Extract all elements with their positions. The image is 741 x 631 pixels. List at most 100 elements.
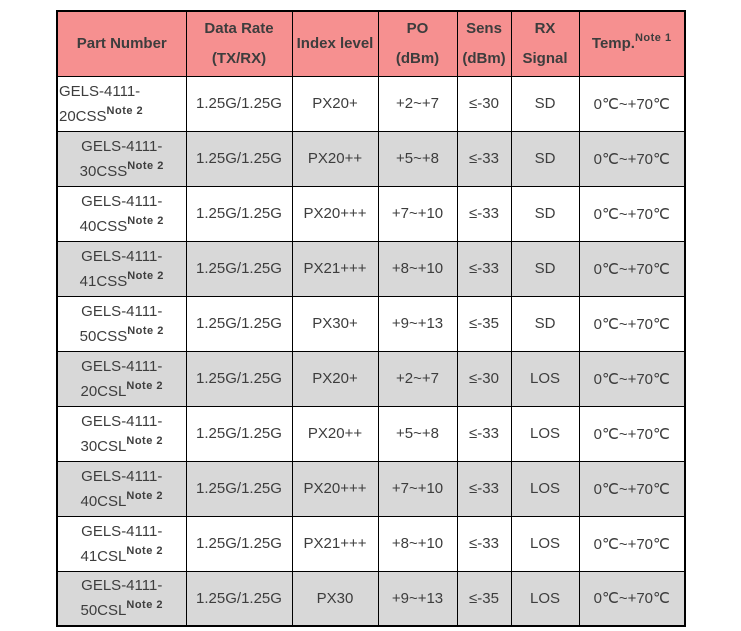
sens-cell: ≤-33 <box>456 240 512 297</box>
rx-signal-cell: SD <box>510 75 580 132</box>
table-row: GELS-4111- 20CSLNote 2 1.25G/1.25G PX20+ +2~… <box>56 350 686 407</box>
table-row: GELS-4111- 50CSSNote 2 1.25G/1.25G PX30+ +9~… <box>56 295 686 352</box>
part-number-line2: 30CSL <box>80 437 127 455</box>
col-header-po-text: (dBm) <box>395 49 440 67</box>
po-cell: +8~+10 <box>377 515 458 572</box>
sens-cell: ≤-33 <box>456 515 512 572</box>
rx-signal-cell: LOS <box>510 460 580 517</box>
part-number-line2: 41CSL <box>80 547 127 565</box>
part-note-superscript: Note 2 <box>126 379 163 392</box>
part-note-superscript: Note 2 <box>127 159 164 172</box>
po-cell: +2~+7 <box>377 75 458 132</box>
table-row: GELS-4111- 40CSSNote 2 1.25G/1.25G PX20+++ +… <box>56 185 686 242</box>
sens-cell: ≤-35 <box>456 295 512 352</box>
part-number-line2: 40CSS <box>79 217 128 235</box>
part-number-cell: GELS-4111- 30CSLNote 2 <box>56 405 187 462</box>
index-level-cell: PX20+++ <box>291 185 379 242</box>
part-number-line1: GELS-4111- <box>81 412 163 430</box>
part-number-line2: 50CSL <box>80 602 127 620</box>
table-row: GELS-4111- 30CSLNote 2 1.25G/1.25G PX20++ +5… <box>56 405 686 462</box>
col-header-temp-text: Temp. <box>591 34 635 52</box>
rx-signal-cell: SD <box>510 130 580 187</box>
part-number-line2: 50CSS <box>79 327 128 345</box>
data-rate-cell: 1.25G/1.25G <box>185 515 293 572</box>
part-number-cell: GELS-4111- 50CSSNote 2 <box>56 295 187 352</box>
col-header-data-rate-text: (TX/RX) <box>211 49 267 67</box>
part-note-superscript: Note 2 <box>126 544 163 557</box>
part-number-cell: GELS-4111- 40CSSNote 2 <box>56 185 187 242</box>
col-header-sens: Sens (dBm) <box>456 10 512 77</box>
rx-signal-cell: LOS <box>510 405 580 462</box>
index-level-cell: PX20++ <box>291 405 379 462</box>
part-note-superscript: Note 2 <box>127 214 164 227</box>
part-number-line1: GELS-4111- <box>81 247 163 265</box>
po-cell: +9~+13 <box>377 570 458 627</box>
index-level-cell: PX20+ <box>291 350 379 407</box>
data-rate-cell: 1.25G/1.25G <box>185 130 293 187</box>
data-rate-cell: 1.25G/1.25G <box>185 350 293 407</box>
table-row: GELS-4111- 41CSLNote 2 1.25G/1.25G PX21+++ +… <box>56 515 686 572</box>
part-number-line1: GELS-4111- <box>81 577 163 595</box>
part-number-line2: 20CSS <box>59 107 107 125</box>
col-header-data-rate: Data Rate (TX/RX) <box>185 10 293 77</box>
part-note-superscript: Note 2 <box>106 104 144 117</box>
index-level-cell: PX20+ <box>291 75 379 132</box>
col-header-rx-signal-text: RX <box>534 19 556 37</box>
rx-signal-cell: LOS <box>510 515 580 572</box>
part-number-line2: 41CSS <box>79 272 128 290</box>
sens-cell: ≤-30 <box>456 350 512 407</box>
po-cell: +7~+10 <box>377 185 458 242</box>
rx-signal-cell: SD <box>510 185 580 242</box>
index-level-cell: PX30+ <box>291 295 379 352</box>
temp-cell: 0℃~+70℃ <box>578 570 686 627</box>
part-number-cell: GELS-4111- 41CSSNote 2 <box>56 240 187 297</box>
temp-cell: 0℃~+70℃ <box>578 240 686 297</box>
sens-cell: ≤-33 <box>456 460 512 517</box>
sens-cell: ≤-33 <box>456 185 512 242</box>
part-number-line2: 20CSL <box>80 382 127 400</box>
part-note-superscript: Note 2 <box>127 324 164 337</box>
part-number-cell: GELS-4111- 50CSLNote 2 <box>56 570 187 627</box>
col-header-rx-signal: RX Signal <box>510 10 580 77</box>
part-number-cell: GELS-4111- 40CSLNote 2 <box>56 460 187 517</box>
sens-cell: ≤-33 <box>456 405 512 462</box>
temp-cell: 0℃~+70℃ <box>578 460 686 517</box>
part-note-superscript: Note 2 <box>126 434 163 447</box>
po-cell: +5~+8 <box>377 130 458 187</box>
po-cell: +5~+8 <box>377 405 458 462</box>
po-cell: +8~+10 <box>377 240 458 297</box>
index-level-cell: PX21+++ <box>291 240 379 297</box>
col-header-sens-text: (dBm) <box>462 49 506 67</box>
sens-cell: ≤-35 <box>456 570 512 627</box>
data-rate-cell: 1.25G/1.25G <box>185 460 293 517</box>
data-rate-cell: 1.25G/1.25G <box>185 185 293 242</box>
rx-signal-cell: LOS <box>510 570 580 627</box>
part-note-superscript: Note 2 <box>126 489 163 502</box>
part-number-line1: GELS-4111- <box>81 467 163 485</box>
spec-table: Part Number Data Rate (TX/RX) Index level PO… <box>56 10 686 627</box>
index-level-cell: PX30 <box>291 570 379 627</box>
data-rate-cell: 1.25G/1.25G <box>185 570 293 627</box>
temp-cell: 0℃~+70℃ <box>578 130 686 187</box>
col-header-rx-signal-text: Signal <box>522 49 568 67</box>
col-header-index-level-text: Index level <box>296 34 374 52</box>
part-number-line2: 40CSL <box>80 492 127 510</box>
part-number-line2: 30CSS <box>79 162 128 180</box>
po-cell: +2~+7 <box>377 350 458 407</box>
rx-signal-cell: SD <box>510 240 580 297</box>
table-row: GELS-4111- 41CSSNote 2 1.25G/1.25G PX21+++ +… <box>56 240 686 297</box>
col-header-index-level: Index level <box>291 10 379 77</box>
po-cell: +7~+10 <box>377 460 458 517</box>
po-cell: +9~+13 <box>377 295 458 352</box>
part-number-line1: GELS-4111- <box>81 137 163 155</box>
col-header-part-number: Part Number <box>56 10 187 77</box>
index-level-cell: PX21+++ <box>291 515 379 572</box>
index-level-cell: PX20+++ <box>291 460 379 517</box>
temp-cell: 0℃~+70℃ <box>578 295 686 352</box>
rx-signal-cell: SD <box>510 295 580 352</box>
table-body: GELS-4111- 20CSSNote 2 1.25G/1.25G PX20+ +2~… <box>56 75 686 627</box>
col-header-po: PO (dBm) <box>377 10 458 77</box>
index-level-cell: PX20++ <box>291 130 379 187</box>
col-header-sens-text: Sens <box>466 19 502 37</box>
